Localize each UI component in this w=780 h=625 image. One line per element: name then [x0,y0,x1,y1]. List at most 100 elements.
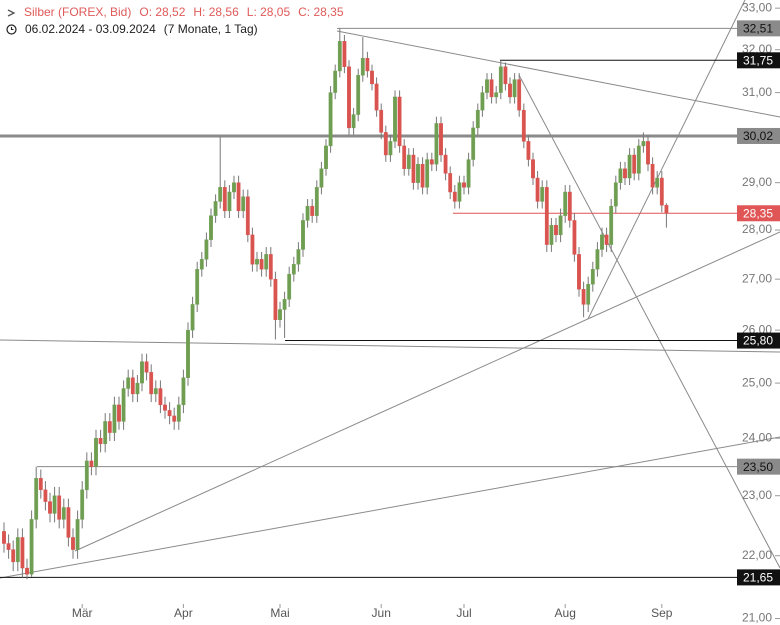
candle-body [268,254,273,280]
candle-body [650,163,655,188]
candle-body [439,123,443,156]
candle-body [581,289,586,305]
candle-body [517,79,522,111]
candle-body [462,182,466,188]
candle-body [75,519,80,550]
candle-body [618,168,623,183]
candle-body [333,70,338,93]
candle-body [347,66,351,129]
candle-body [107,421,112,433]
candle-body [503,66,508,85]
candle-body [429,159,434,165]
candle-body [278,309,282,320]
candle-body [393,96,397,142]
level-label: 30,02 [743,129,773,143]
candle-body [287,273,292,300]
candle-body [554,225,558,236]
ohlc-label: H: 28,56 [193,5,239,19]
candle-body [659,177,664,206]
candle-body [176,404,181,422]
candle-body [66,507,71,538]
candle-body [199,259,204,270]
trendline [336,30,780,118]
candle-body [25,567,29,575]
candle-body [494,92,499,98]
candle-body [121,388,126,422]
x-tick-label: Jun [372,606,391,620]
candle-body [227,191,232,212]
candle-body [264,254,269,270]
trendline [0,339,780,353]
collapse-icon[interactable] [6,8,16,18]
candle-body [434,123,439,165]
candle-body [609,205,614,245]
level-label: 25,80 [743,334,773,348]
candle-body [388,141,393,156]
candle-body [397,96,402,147]
candle-body [604,234,609,245]
candle-body [29,519,34,575]
candle-body [305,205,310,221]
candle-body [641,141,646,147]
candle-body [475,109,480,129]
candle-body [489,79,494,98]
candle-body [84,460,89,491]
candle-body [94,438,98,467]
candle-body [370,70,374,85]
candle-body [57,495,62,520]
x-tick-label: Mai [270,606,289,620]
level-box [737,20,780,37]
candle-body [190,304,195,331]
ohlc-label: C: 28,35 [298,5,344,19]
candle-body [664,204,669,214]
x-tick-label: Sep [651,606,673,620]
instrument-title: Silber (FOREX, Bid) [24,5,132,19]
candle-body [558,215,563,236]
y-tick-label: 33,00 [742,0,772,14]
level-box [737,569,780,586]
candle-body [80,489,85,520]
candle-body [416,163,420,183]
candle-body [6,543,11,550]
candle-body [443,154,448,174]
candle-body [636,145,641,174]
candle-body [356,75,361,115]
level-label: 21,65 [743,571,773,585]
candle-body [2,531,6,544]
date-range: 06.02.2024 - 03.09.2024 [25,22,156,36]
clock-icon [6,24,17,35]
candle-body [209,215,213,240]
candle-body [48,501,52,514]
level-box [737,205,780,222]
candle-body [34,477,39,520]
candle-body [259,259,264,270]
candle-body [544,187,549,245]
candle-body [149,372,154,395]
candle-body [549,225,554,245]
candle-body [213,201,218,216]
level-box [737,52,780,69]
candle-body [98,438,103,445]
candle-body [586,283,591,305]
candle-body [512,79,517,98]
candle-body [218,187,223,202]
x-tick-label: Aug [555,606,576,620]
candle-body [250,234,255,265]
y-tick-label: 29,00 [742,175,772,189]
y-tick-label: 21,00 [742,611,772,625]
header: Silber (FOREX, Bid) O: 28,52 H: 28,56 L:… [6,4,344,38]
level-label: 31,75 [743,53,773,67]
candle-body [402,145,407,169]
y-tick-label: 31,00 [742,85,772,99]
candle-body [273,278,278,320]
candle-body [567,191,572,221]
candle-body [163,404,167,411]
level-label: 28,35 [743,206,773,220]
candle-body [623,168,627,179]
instrument-row: Silber (FOREX, Bid) O: 28,52 H: 28,56 L:… [6,4,344,21]
trendline [74,231,780,552]
candle-body [351,114,356,129]
candle-body [232,182,236,193]
candle-body [296,249,301,265]
